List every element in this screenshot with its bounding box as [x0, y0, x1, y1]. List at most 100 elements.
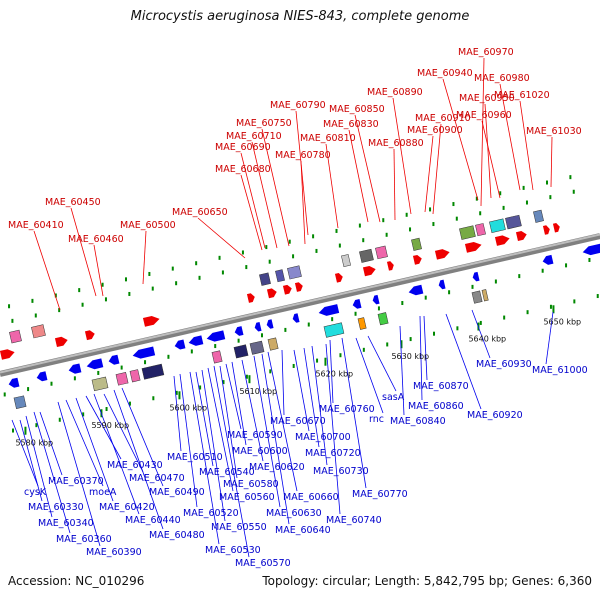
track-guide-dot: [12, 428, 15, 433]
reverse-gene-arrow: [582, 243, 600, 256]
track-guide-dot: [316, 358, 319, 363]
reverse-gene-label: MAE_60840: [390, 416, 446, 427]
reverse-gene-label: MAE_60930: [476, 359, 532, 370]
forward-callout-line: [93, 244, 104, 297]
track-guide-dot: [222, 380, 225, 385]
reverse-callout-line: [201, 369, 226, 522]
reverse-callout-line: [11, 419, 39, 487]
track-guide-dot: [58, 417, 61, 422]
reverse-gene-arrow: [542, 254, 554, 265]
forward-gene-label: MAE_60450: [45, 197, 101, 208]
reverse-callout-line: [267, 351, 298, 492]
track-guide-dot: [424, 295, 427, 300]
track-guide-dot: [218, 255, 221, 260]
reverse-gene-label: MAE_60520: [183, 508, 239, 519]
forward-gene-arrow: [542, 225, 550, 235]
reverse-callout-line: [341, 337, 367, 489]
track-guide-dot: [549, 195, 552, 200]
track-guide-dot: [58, 308, 61, 313]
scale-tick: [400, 340, 403, 349]
reverse-gene-box: [249, 340, 265, 355]
scale-label: 5640 kbp: [468, 335, 506, 344]
track-guide-dot: [175, 390, 178, 395]
reverse-gene-label: MAE_60490: [149, 487, 205, 498]
forward-gene-arrow: [494, 235, 510, 246]
forward-gene-box: [533, 209, 544, 223]
track-guide-dot: [245, 374, 248, 379]
reverse-gene-label: MAE_60770: [352, 489, 408, 500]
track-guide-dot: [241, 250, 244, 255]
reverse-gene-arrow: [372, 294, 380, 305]
reverse-gene-label: MAE_61000: [532, 365, 588, 376]
scale-tick: [24, 426, 27, 435]
forward-gene-label: MAE_60830: [323, 119, 379, 130]
track-guide-dot: [73, 376, 76, 381]
reverse-callout-line: [173, 375, 182, 452]
reverse-gene-label: MAE_60510: [167, 452, 223, 463]
reverse-gene-label: MAE_60600: [232, 446, 288, 457]
forward-gene-box: [287, 265, 302, 280]
gene-label-layer: 5580 kbp 5590 kbp 5600 kbp 5610 kbp 5620 kbp…: [8, 47, 588, 569]
track-guide-dot: [522, 185, 525, 190]
track-guide-dot: [331, 317, 334, 322]
track-guide-dot: [479, 320, 482, 325]
scale-label: 5620 kbp: [315, 370, 353, 379]
forward-callout-line: [240, 174, 263, 251]
track-guide-dot: [545, 180, 548, 185]
reverse-callout-line: [311, 345, 328, 466]
scale-label: 5610 kbp: [239, 387, 277, 396]
reverse-callout-line: [113, 389, 164, 530]
forward-gene-arrow: [54, 336, 68, 348]
reverse-callout-line: [121, 387, 164, 487]
reverse-callout-line: [423, 315, 428, 381]
forward-gene-box: [259, 272, 271, 286]
reverse-gene-arrow: [188, 335, 204, 346]
track-guide-dot: [455, 216, 458, 221]
track-guide-dot: [362, 238, 365, 243]
reverse-gene-arrow: [352, 299, 362, 309]
forward-callout-line: [348, 129, 369, 223]
track-guide-dot: [432, 222, 435, 227]
reverse-callout-line: [281, 349, 285, 416]
reverse-callout-line: [195, 371, 214, 467]
reverse-gene-arrow: [438, 279, 446, 290]
track-guide-dot: [82, 412, 85, 417]
reverse-gene-arrow: [174, 339, 186, 350]
reverse-gene-label: MAE_60420: [99, 502, 155, 513]
forward-gene-label: MAE_60910: [415, 113, 471, 124]
track-guide-dot: [471, 284, 474, 289]
track-guide-dot: [78, 288, 81, 293]
track-guide-dot: [518, 274, 521, 279]
track-guide-dot: [452, 202, 455, 207]
track-guide-dot: [292, 363, 295, 368]
reverse-callout-line: [19, 419, 43, 502]
track-guide-dot: [479, 211, 482, 216]
forward-gene-label: MAE_60500: [120, 220, 176, 231]
reverse-gene-label: MAE_60620: [249, 462, 305, 473]
track-guide-dot: [292, 254, 295, 259]
reverse-callout-line: [57, 401, 101, 547]
track-guide-dot: [34, 313, 37, 318]
forward-callout-line: [70, 207, 97, 297]
reverse-callout-line: [33, 411, 71, 534]
scale-tick: [248, 375, 251, 384]
forward-callout-line: [251, 141, 278, 249]
track-guide-dot: [338, 243, 341, 248]
reverse-gene-box: [471, 290, 483, 304]
track-guide-dot: [35, 423, 38, 428]
track-guide-dot: [315, 248, 318, 253]
track-guide-dot: [569, 175, 572, 180]
reverse-gene-box: [267, 337, 279, 351]
reverse-gene-label: MAE_60440: [125, 515, 181, 526]
forward-gene-label: MAE_60460: [68, 234, 124, 245]
backbone-shadow: [0, 233, 600, 377]
reverse-callout-line: [213, 365, 250, 558]
forward-gene-label: MAE_60890: [367, 87, 423, 98]
track-guide-dot: [175, 281, 178, 286]
reverse-gene-box: [357, 317, 367, 330]
reverse-gene-box: [323, 322, 345, 338]
forward-gene-label: MAE_60960: [456, 110, 512, 121]
scale-label: 5600 kbp: [169, 403, 207, 412]
forward-callout-line: [484, 103, 492, 199]
track-guide-dot: [549, 304, 552, 309]
